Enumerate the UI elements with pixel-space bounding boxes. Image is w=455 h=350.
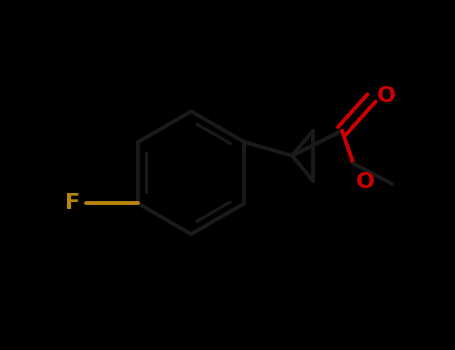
Text: F: F [65, 194, 80, 214]
Text: O: O [377, 86, 396, 106]
Text: O: O [356, 172, 374, 191]
